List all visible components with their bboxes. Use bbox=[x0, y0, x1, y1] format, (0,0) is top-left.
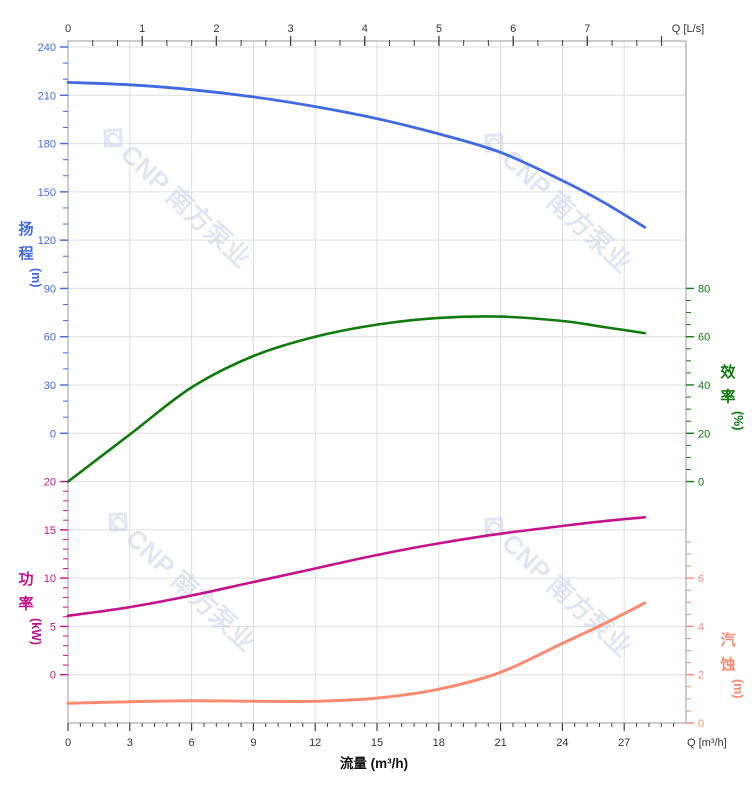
efficiency-axis: 80 60 40 20 0 效率 (%) bbox=[686, 283, 745, 489]
top-axis-tick-label: 2 bbox=[213, 23, 219, 35]
efficiency-axis-title: 效 bbox=[720, 363, 736, 381]
npsh-axis-title: 汽 bbox=[720, 631, 735, 649]
npsh-axis-title: 蚀 bbox=[719, 656, 735, 674]
efficiency-curve bbox=[66, 315, 647, 483]
top-axis-tick-label: 6 bbox=[510, 23, 516, 35]
bottom-axis-tick-label: 6 bbox=[189, 737, 195, 749]
power-axis: 20 15 10 5 0 功率 (kW) bbox=[18, 477, 68, 682]
cnp-diamond-logo-icon bbox=[106, 132, 120, 145]
efficiency-tick-label: 0 bbox=[698, 477, 704, 489]
bottom-axis-tick-label: 0 bbox=[65, 737, 71, 749]
top-axis-tick-label: 4 bbox=[362, 23, 368, 35]
efficiency-axis-title: 率 bbox=[720, 388, 735, 406]
watermark-text: CNP 南方泵业 bbox=[120, 523, 262, 658]
top-axis-tick-label: 3 bbox=[288, 23, 294, 35]
head-tick-label: 240 bbox=[38, 42, 56, 54]
efficiency-tick-label: 20 bbox=[698, 428, 710, 440]
bottom-axis-unit-label: Q [m³/h] bbox=[687, 737, 727, 749]
bottom-axis-tick-label: 24 bbox=[556, 737, 568, 749]
head-tick-label: 150 bbox=[38, 187, 56, 199]
cnp-diamond-logo-icon bbox=[484, 133, 504, 153]
head-axis-title: 程 bbox=[18, 246, 33, 263]
power-tick-label: 0 bbox=[50, 670, 56, 682]
watermark-layer: CNP 南方泵业 CNP 南方泵业 CNP 南方泵业 CNP 南方泵业 bbox=[103, 128, 638, 663]
power-axis-unit: (kW) bbox=[29, 618, 43, 645]
efficiency-axis-unit: (%) bbox=[731, 411, 745, 430]
head-axis-title: 扬 bbox=[18, 220, 33, 238]
curves bbox=[66, 81, 647, 705]
watermark: CNP 南方泵业 bbox=[108, 512, 262, 658]
efficiency-tick-label: 60 bbox=[698, 332, 710, 344]
watermark: CNP 南方泵业 bbox=[103, 128, 257, 274]
head-axis: 240 210 180 150 120 90 60 30 0 扬程 (m) bbox=[18, 42, 68, 440]
efficiency-tick-label: 80 bbox=[698, 283, 710, 295]
efficiency-tick-label: 40 bbox=[698, 380, 710, 392]
power-tick-label: 15 bbox=[44, 525, 56, 537]
npsh-axis: 6 4 2 0 汽蚀 (m) bbox=[686, 541, 745, 730]
top-axis-tick-label: 7 bbox=[584, 23, 590, 35]
npsh-tick-label: 6 bbox=[698, 573, 704, 585]
watermark: CNP 南方泵业 bbox=[484, 133, 638, 279]
npsh-tick-label: 4 bbox=[698, 621, 704, 633]
head-curve bbox=[66, 81, 647, 229]
top-axis-unit-label: Q [L/s] bbox=[672, 23, 704, 35]
head-tick-label: 210 bbox=[38, 90, 56, 102]
npsh-axis-unit: (m) bbox=[731, 679, 745, 698]
head-tick-label: 60 bbox=[44, 332, 56, 344]
bottom-axis: 0 3 6 9 12 15 18 21 24 27 Q [m³/h] 流量 (m³/h) bbox=[65, 723, 727, 771]
cnp-diamond-logo-icon bbox=[108, 512, 128, 532]
head-tick-label: 120 bbox=[38, 235, 56, 247]
top-axis-tick-label: 5 bbox=[436, 23, 442, 35]
power-axis-title: 功 bbox=[18, 571, 33, 588]
x-axis-title: 流量 (m³/h) bbox=[340, 755, 408, 771]
head-axis-unit: (m) bbox=[29, 268, 43, 287]
npsh-curve bbox=[66, 601, 647, 705]
bottom-axis-tick-label: 21 bbox=[494, 737, 506, 749]
watermark-text: CNP 南方泵业 bbox=[115, 139, 257, 274]
top-axis-tick-label: 0 bbox=[65, 23, 71, 35]
power-tick-label: 10 bbox=[44, 573, 56, 585]
npsh-tick-label: 0 bbox=[698, 718, 704, 730]
power-tick-label: 20 bbox=[44, 477, 56, 489]
bottom-axis-tick-label: 27 bbox=[618, 737, 630, 749]
top-axis-tick-label: 1 bbox=[139, 23, 145, 35]
power-tick-label: 5 bbox=[50, 621, 56, 633]
bottom-axis-tick-label: 9 bbox=[250, 737, 256, 749]
cnp-diamond-logo-icon bbox=[111, 516, 125, 529]
cnp-diamond-logo-icon bbox=[487, 521, 501, 534]
npsh-tick-label: 2 bbox=[698, 670, 704, 682]
bottom-axis-tick-label: 3 bbox=[127, 737, 133, 749]
head-tick-label: 180 bbox=[38, 139, 56, 151]
watermark: CNP 南方泵业 bbox=[484, 517, 638, 663]
head-tick-label: 90 bbox=[44, 283, 56, 295]
cnp-diamond-logo-icon bbox=[103, 128, 123, 148]
cnp-diamond-logo-icon bbox=[484, 517, 504, 537]
bottom-axis-tick-label: 18 bbox=[433, 737, 445, 749]
head-tick-label: 0 bbox=[50, 428, 56, 440]
head-tick-label: 30 bbox=[44, 380, 56, 392]
bottom-axis-tick-label: 12 bbox=[309, 737, 321, 749]
bottom-axis-tick-label: 15 bbox=[371, 737, 383, 749]
power-axis-title: 率 bbox=[18, 595, 33, 613]
top-axis: 0 1 2 3 4 5 6 7 Q [L/s] bbox=[65, 23, 704, 46]
power-curve bbox=[66, 516, 647, 618]
